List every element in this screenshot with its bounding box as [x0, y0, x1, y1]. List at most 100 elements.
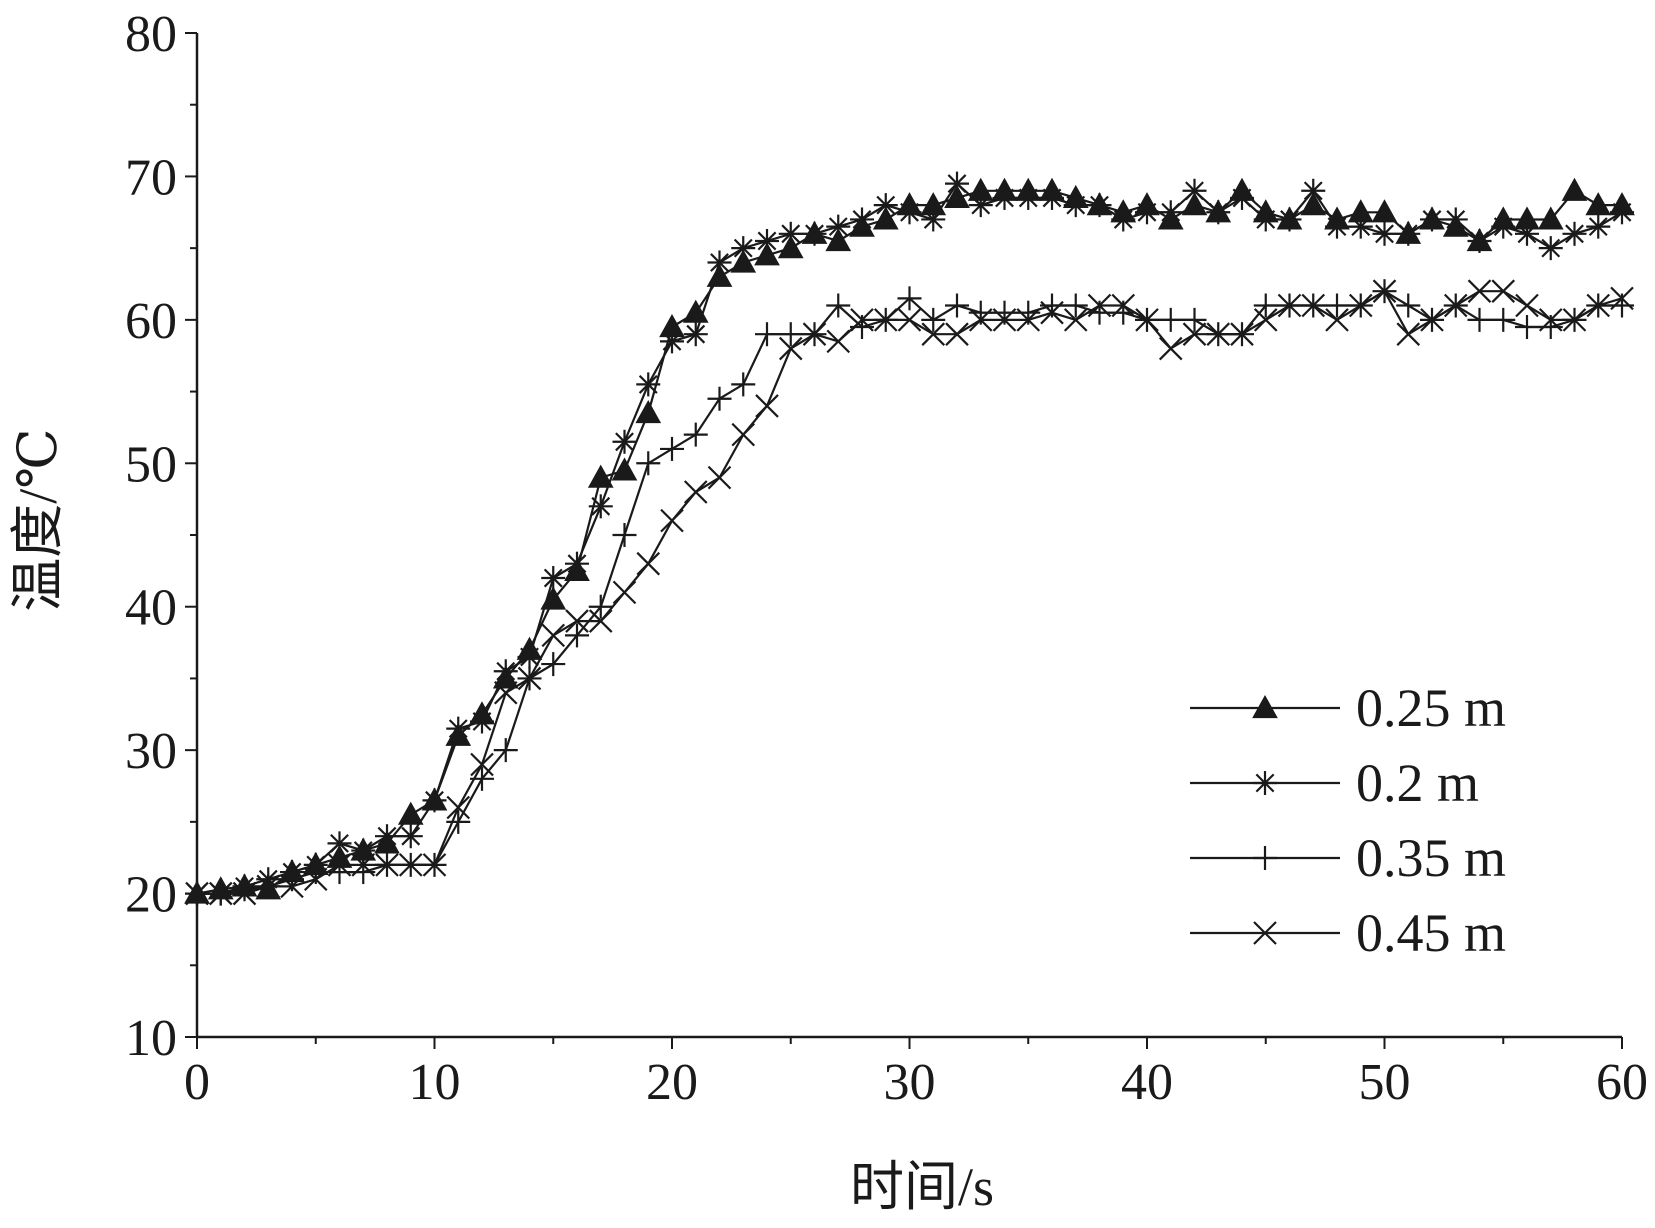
x-tick-label: 50 — [1359, 1054, 1411, 1111]
y-tick-label: 60 — [125, 293, 177, 350]
data-point — [1348, 214, 1373, 239]
data-point — [1040, 300, 1064, 325]
data-point — [1063, 293, 1088, 318]
data-point — [1443, 293, 1468, 318]
data-point — [945, 171, 969, 196]
data-point — [731, 372, 756, 397]
data-point — [1182, 322, 1207, 346]
data-point — [872, 206, 899, 230]
data-point — [1253, 207, 1278, 232]
data-point — [826, 214, 851, 239]
data-point — [1230, 322, 1254, 346]
data-point — [1491, 279, 1516, 303]
data-point — [612, 523, 637, 547]
data-point — [493, 680, 518, 705]
legend-item: 0.25 m — [1190, 678, 1506, 738]
data-point — [256, 874, 281, 899]
data-point — [1585, 192, 1612, 216]
data-point — [707, 465, 732, 490]
legend-marker — [1253, 771, 1277, 795]
data-point — [1182, 307, 1207, 332]
data-point — [1111, 293, 1136, 318]
data-point — [1087, 293, 1112, 318]
data-point — [185, 881, 209, 906]
legend: 0.25 m 0.2 m 0.35 m 0.45 m — [1190, 678, 1506, 963]
data-point — [778, 221, 803, 246]
data-point — [611, 457, 638, 481]
data-point — [1538, 236, 1563, 261]
data-point — [1016, 308, 1041, 332]
data-point — [446, 809, 471, 834]
data-point — [1135, 200, 1159, 225]
data-point — [636, 372, 661, 397]
legend-marker — [1252, 694, 1278, 719]
data-point — [1562, 221, 1587, 246]
data-point — [446, 716, 471, 741]
data-point — [1181, 192, 1208, 216]
data-point — [636, 451, 661, 476]
data-point — [1515, 293, 1539, 318]
y-tick-label: 50 — [125, 436, 177, 493]
data-point — [1016, 185, 1041, 210]
data-point — [897, 200, 922, 225]
data-point — [1467, 228, 1492, 253]
data-point — [1562, 308, 1587, 332]
legend-label: 0.45 m — [1356, 903, 1506, 963]
data-point — [232, 877, 257, 902]
data-point — [1277, 207, 1302, 232]
data-point — [493, 659, 518, 684]
data-point — [1301, 178, 1326, 203]
data-point — [1253, 308, 1278, 332]
data-point — [1325, 293, 1349, 318]
data-point — [1396, 293, 1421, 318]
data-point — [731, 422, 756, 447]
legend-item: 0.45 m — [1190, 903, 1506, 963]
data-point — [1230, 185, 1254, 210]
data-point — [897, 286, 922, 311]
data-point — [1396, 221, 1421, 246]
y-tick-label: 40 — [125, 580, 177, 637]
data-point — [565, 609, 589, 633]
data-point — [422, 853, 447, 877]
data-point — [1158, 336, 1183, 361]
data-point — [992, 308, 1017, 332]
data-point — [945, 322, 969, 346]
data-point — [660, 508, 684, 533]
x-tick-label: 10 — [409, 1054, 461, 1111]
data-point — [1372, 221, 1397, 246]
data-point — [565, 551, 589, 576]
data-point — [1371, 199, 1398, 223]
data-point — [683, 422, 708, 447]
data-point — [541, 652, 566, 677]
data-point — [493, 738, 518, 763]
data-point — [707, 386, 732, 411]
data-point — [1158, 200, 1183, 225]
data-point — [612, 580, 637, 605]
data-point — [1561, 177, 1588, 201]
data-point — [541, 566, 566, 591]
data-point — [232, 881, 257, 906]
legend-marker — [1253, 846, 1277, 870]
data-point — [1206, 200, 1231, 225]
data-point — [731, 236, 756, 261]
data-point — [660, 329, 684, 354]
data-point — [612, 429, 637, 454]
data-point — [398, 853, 423, 877]
data-point — [1515, 315, 1539, 340]
data-point — [873, 193, 898, 218]
series-layer — [184, 171, 1635, 906]
data-point — [944, 184, 970, 209]
data-point — [754, 242, 780, 266]
data-point — [1253, 293, 1278, 318]
data-point — [683, 322, 708, 347]
legend-item: 0.35 m — [1190, 828, 1506, 888]
data-point — [921, 207, 946, 232]
data-point — [1111, 207, 1136, 232]
y-tick-label: 10 — [125, 1010, 177, 1067]
data-point — [1325, 308, 1349, 332]
data-point — [517, 644, 542, 669]
data-point — [541, 623, 566, 648]
data-point — [850, 308, 874, 332]
y-tick-label: 30 — [125, 723, 177, 780]
